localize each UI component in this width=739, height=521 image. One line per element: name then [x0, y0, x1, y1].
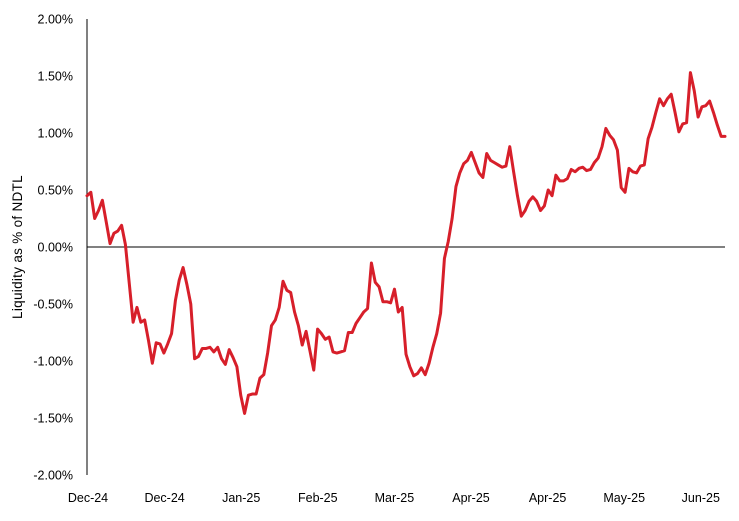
x-tick-label: Apr-25	[529, 491, 567, 505]
y-axis-ticks: 2.00% 1.50% 1.00% 0.50% 0.00% -0.50% -1.00% -1.…	[33, 13, 73, 483]
y-tick-label: -0.50%	[33, 298, 73, 312]
x-tick-label: Jun-25	[682, 491, 720, 505]
y-tick-label: -2.00%	[33, 469, 73, 483]
x-tick-label: Dec-24	[68, 491, 108, 505]
y-tick-label: -1.00%	[33, 355, 73, 369]
x-tick-label: Apr-25	[452, 491, 490, 505]
x-tick-label: Feb-25	[298, 491, 338, 505]
y-axis-title: Liquidity as % of NDTL	[10, 175, 25, 319]
x-tick-label: May-25	[603, 491, 645, 505]
y-tick-label: 1.00%	[38, 127, 73, 141]
y-tick-label: 0.50%	[38, 184, 73, 198]
x-tick-label: Jan-25	[222, 491, 260, 505]
y-tick-label: 1.50%	[38, 70, 73, 84]
x-tick-label: Dec-24	[144, 491, 184, 505]
y-tick-label: 0.00%	[38, 241, 73, 255]
liquidity-series-line	[85, 71, 727, 415]
y-tick-label: -1.50%	[33, 412, 73, 426]
series-layer	[85, 71, 727, 415]
x-axis-ticks: Dec-24 Dec-24 Jan-25 Feb-25 Mar-25 Apr-25 Apr-…	[68, 491, 720, 505]
y-tick-label: 2.00%	[38, 13, 73, 27]
x-tick-label: Mar-25	[375, 491, 415, 505]
